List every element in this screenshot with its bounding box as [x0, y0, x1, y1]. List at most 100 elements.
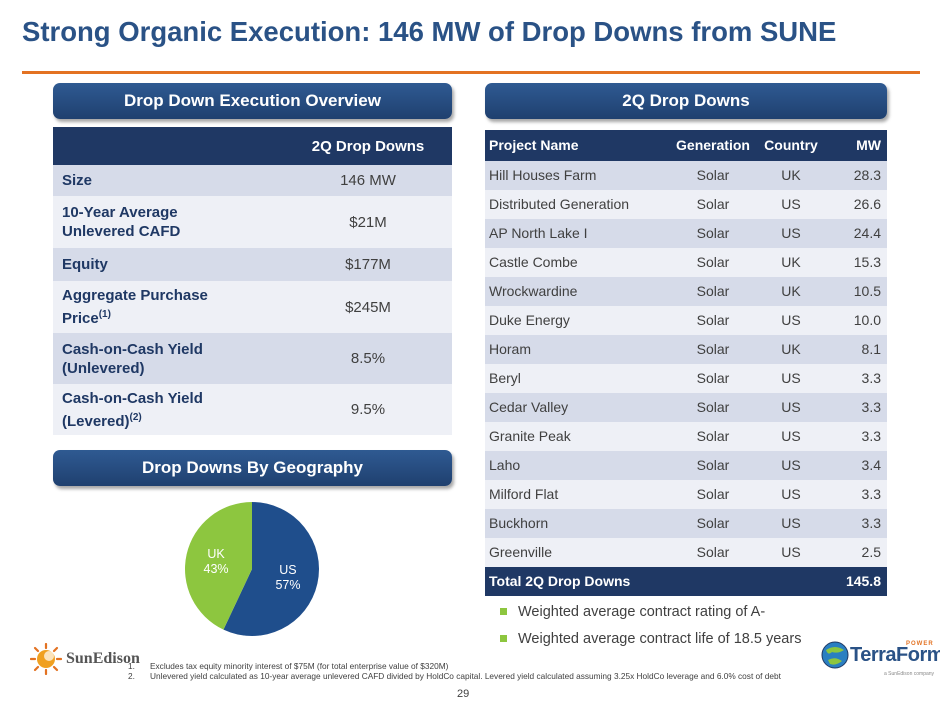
section-header-overview: Drop Down Execution Overview: [53, 83, 452, 119]
projects-table-header: Project Name Generation Country MW: [485, 130, 887, 161]
overview-label: Size: [62, 172, 93, 189]
table-row: AP North Lake I Solar US 24.4: [485, 219, 887, 248]
country-cell: US: [781, 370, 801, 386]
generation-cell: Solar: [696, 544, 730, 560]
terraform-subtitle: a SunEdison company: [884, 671, 935, 677]
table-row: Greenville Solar US 2.5: [485, 538, 887, 567]
country-cell: US: [781, 544, 801, 560]
footnote-text: Unlevered yield calculated as 10-year av…: [150, 671, 781, 681]
project-name-cell: Duke Energy: [489, 312, 570, 328]
pie-label-name: UK: [207, 547, 225, 561]
table-row: Beryl Solar US 3.3: [485, 364, 887, 393]
overview-label: Equity: [62, 256, 108, 273]
table-row: Milford Flat Solar US 3.3: [485, 480, 887, 509]
mw-cell: 8.1: [861, 341, 881, 357]
country-cell: US: [781, 225, 801, 241]
overview-value: 9.5%: [350, 401, 386, 418]
mw-cell: 10.0: [853, 312, 881, 328]
generation-cell: Solar: [696, 399, 730, 415]
overview-row-unlevered-yield: Cash-on-Cash Yield (Unlevered) 8.5%: [53, 333, 452, 384]
overview-label: 10-Year Average: [62, 204, 178, 221]
footnote-number: 2.: [128, 671, 135, 681]
mw-cell: 3.3: [861, 428, 881, 444]
generation-cell: Solar: [696, 312, 730, 328]
overview-column-header: 2Q Drop Downs: [311, 138, 425, 155]
mw-cell: 3.3: [861, 515, 881, 531]
country-cell: UK: [781, 167, 801, 183]
section-header-geography: Drop Downs By Geography: [53, 450, 452, 486]
mw-cell: 3.4: [861, 457, 881, 473]
generation-cell: Solar: [696, 225, 730, 241]
table-row: Hill Houses Farm Solar UK 28.3: [485, 161, 887, 190]
project-name-cell: Hill Houses Farm: [489, 167, 597, 183]
pie-slice-us: [223, 502, 319, 636]
overview-value: 146 MW: [340, 172, 396, 189]
overview-label: Cash-on-Cash Yield: [62, 340, 203, 358]
country-cell: UK: [781, 341, 801, 357]
project-name-cell: Cedar Valley: [489, 399, 569, 415]
header-mw: MW: [856, 137, 881, 153]
overview-table-header: 2Q Drop Downs: [53, 127, 452, 165]
generation-cell: Solar: [696, 283, 730, 299]
project-name-cell: Castle Combe: [489, 254, 578, 270]
project-name-cell: Laho: [489, 457, 521, 473]
country-cell: US: [781, 486, 801, 502]
table-row: Buckhorn Solar US 3.3: [485, 509, 887, 538]
footnote-ref-2: (2): [129, 411, 142, 423]
project-name-cell: Granite Peak: [489, 428, 571, 444]
overview-row-levered-yield: Cash-on-Cash Yield (Levered)(2) 9.5%: [53, 384, 452, 435]
overview-row-size: Size 146 MW: [53, 165, 452, 196]
generation-cell: Solar: [696, 167, 730, 183]
footnote-number: 1.: [128, 661, 135, 671]
overview-row-equity: Equity $177M: [53, 248, 452, 281]
footnote-2: 2. Unlevered yield calculated as 10-year …: [128, 671, 828, 681]
project-name-cell: Milford Flat: [489, 486, 559, 502]
title-divider: [22, 71, 920, 74]
project-name-cell: AP North Lake I: [489, 225, 588, 241]
table-row: Granite Peak Solar US 3.3: [485, 422, 887, 451]
overview-label: Cash-on-Cash Yield: [62, 389, 203, 407]
country-cell: US: [781, 457, 801, 473]
country-cell: US: [781, 428, 801, 444]
footnote-1: 1. Excludes tax equity minority interest …: [128, 661, 828, 671]
bullet-square-icon: [500, 608, 507, 615]
terraform-power-label: POWER: [906, 641, 934, 647]
sunedison-logo: SunEdison: [30, 643, 140, 675]
overview-value: 8.5%: [350, 350, 386, 367]
country-cell: UK: [781, 283, 801, 299]
generation-cell: Solar: [696, 341, 730, 357]
overview-value: $245M: [345, 298, 391, 316]
table-row: Duke Energy Solar US 10.0: [485, 306, 887, 335]
generation-cell: Solar: [696, 486, 730, 502]
sunedison-wordmark: SunEdison: [66, 650, 140, 667]
overview-label: Aggregate Purchase: [62, 287, 208, 304]
overview-row-purchase-price: Aggregate Purchase Price(1) $245M: [53, 281, 452, 333]
overview-label-line2: Unlevered CAFD: [62, 223, 181, 240]
overview-table: 2Q Drop Downs Size 146 MW 10-Year Averag…: [53, 127, 452, 435]
terraform-wordmark: TerraForm: [850, 643, 940, 666]
overview-value: $21M: [349, 213, 387, 231]
mw-cell: 2.5: [861, 544, 881, 560]
generation-cell: Solar: [696, 254, 730, 270]
country-cell: US: [781, 312, 801, 328]
mw-cell: 3.3: [861, 399, 881, 415]
project-name-cell: Distributed Generation: [489, 196, 630, 212]
overview-row-cafd: 10-Year Average Unlevered CAFD $21M: [53, 196, 452, 248]
table-row: Wrockwardine Solar UK 10.5: [485, 277, 887, 306]
projects-table: Project Name Generation Country MW Hill …: [485, 130, 887, 596]
generation-cell: Solar: [696, 196, 730, 212]
total-label: Total 2Q Drop Downs: [489, 573, 631, 589]
overview-value: $177M: [345, 256, 391, 273]
mw-cell: 28.3: [853, 167, 881, 183]
bullet-text: Weighted average contract rating of A-: [518, 603, 766, 620]
header-generation: Generation: [676, 137, 750, 153]
projects-table-body: Hill Houses Farm Solar UK 28.3 Distributed G…: [485, 161, 887, 567]
projects-table-total-row: Total 2Q Drop Downs 145.8: [485, 567, 887, 596]
mw-cell: 24.4: [853, 225, 881, 241]
country-cell: US: [781, 399, 801, 415]
generation-cell: Solar: [696, 428, 730, 444]
pie-slice-uk: [184, 502, 252, 630]
sunedison-sun-icon: [30, 643, 62, 675]
project-name-cell: Greenville: [489, 544, 553, 560]
